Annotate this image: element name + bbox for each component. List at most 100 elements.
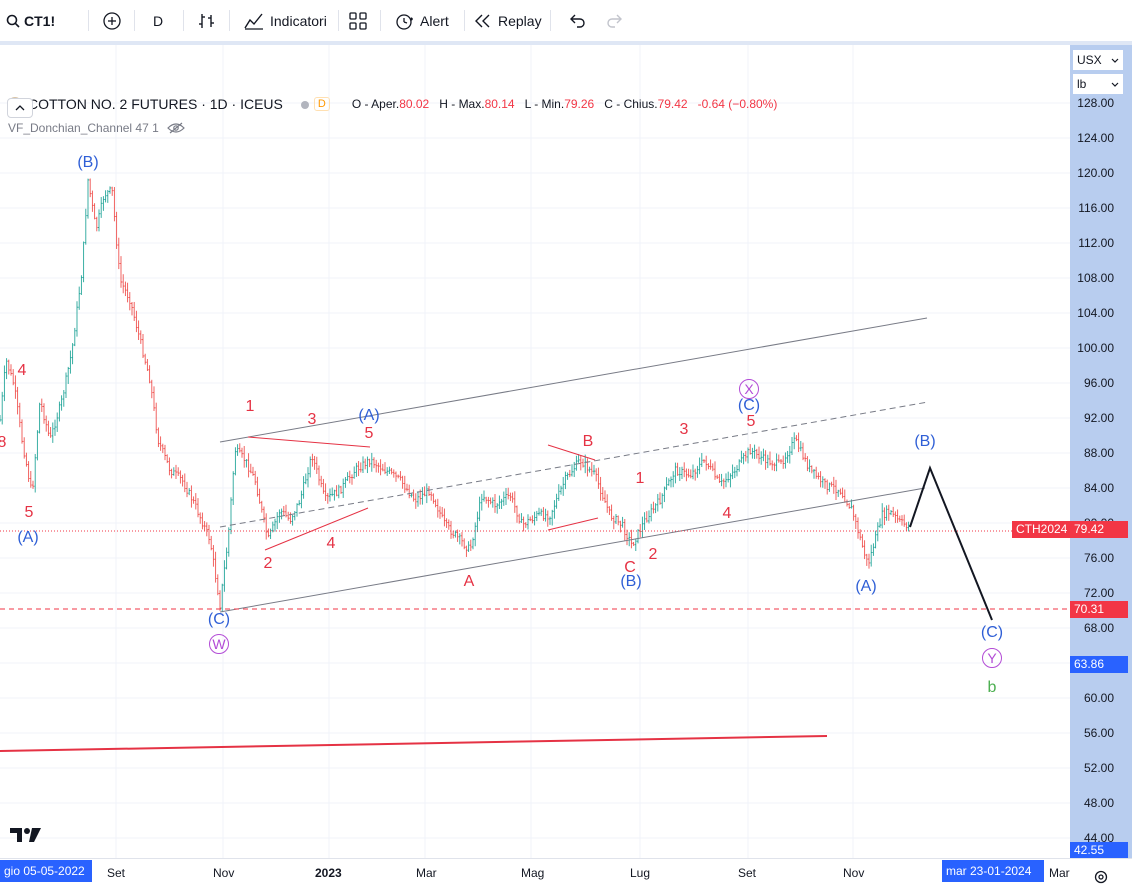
- delayed-badge[interactable]: D: [313, 97, 330, 111]
- currency-select[interactable]: USX: [1073, 50, 1123, 70]
- ohlc-bar: [337, 484, 340, 499]
- ohlc-bar: [126, 282, 129, 303]
- ohlc-bar: [148, 365, 151, 384]
- ohlc-bar: [571, 464, 573, 477]
- ohlc-bar: [716, 474, 719, 480]
- ohlc-bar: [828, 482, 831, 492]
- ohlc-bar: [357, 461, 360, 477]
- top-toolbar: CT1! D Indicatori Alert Replay: [0, 0, 1132, 42]
- indicator-legend[interactable]: VF_Donchian_Channel 47 1: [8, 121, 185, 135]
- ohlc-bar: [736, 465, 738, 477]
- undo-icon: [570, 14, 585, 28]
- collapse-legend-button[interactable]: [7, 98, 33, 118]
- ohlc-bar: [82, 241, 85, 283]
- ohlc-bar: [540, 508, 543, 516]
- price-tick: 44.00: [1083, 831, 1114, 845]
- ohlc-bar: [830, 481, 833, 487]
- alert-button[interactable]: Alert: [394, 0, 449, 41]
- ohlc-bar: [315, 456, 318, 474]
- ohlc-bar: [804, 453, 807, 462]
- open-label: O - Aper.: [351, 97, 400, 111]
- ohlc-bar: [227, 527, 230, 557]
- ohlc-bar: [410, 493, 413, 498]
- redo-button[interactable]: [606, 0, 624, 41]
- indicators-button[interactable]: Indicatori: [244, 0, 327, 41]
- unit-select[interactable]: lb: [1073, 74, 1123, 94]
- price-tick: 96.00: [1083, 376, 1114, 390]
- ohlc-bar: [604, 490, 606, 503]
- ohlc-bar: [34, 454, 37, 493]
- legend-title[interactable]: COTTON NO. 2 FUTURES · 1D · ICEUS: [28, 96, 283, 112]
- ohlc-bar: [799, 440, 802, 452]
- ohlc-bar: [577, 454, 580, 463]
- low-value: 79.26: [564, 97, 595, 111]
- ohlc-bar: [507, 487, 510, 500]
- ohlc-bar: [456, 529, 459, 542]
- undo-button[interactable]: [568, 0, 586, 41]
- ohlc-bar: [674, 462, 677, 484]
- ohlc-bar: [575, 455, 578, 471]
- ohlc-bar: [342, 478, 345, 498]
- price-tick: 112.00: [1078, 236, 1114, 250]
- ohlc-bar: [403, 475, 406, 493]
- ohlc-bar: [219, 590, 221, 611]
- chart-type-button[interactable]: [198, 0, 216, 41]
- wave-label: 1: [245, 398, 255, 415]
- ohlc-bar: [747, 447, 749, 464]
- ohlc-bar: [170, 468, 173, 479]
- ohlc-bar: [542, 507, 545, 521]
- ohlc-bar: [285, 504, 287, 518]
- wave-drawings: [0, 317, 1070, 752]
- price-scale[interactable]: 128.00 124.00 120.00 116.00 112.00 108.00 104.…: [1070, 45, 1132, 858]
- ohlc-bar: [190, 485, 193, 508]
- ohlc-bar: [632, 541, 635, 546]
- indicators-icon: [244, 13, 263, 30]
- ohlc-bar: [500, 498, 503, 509]
- open-value: 80.02: [399, 97, 430, 111]
- ohlc-bar: [238, 443, 241, 453]
- wave-label: (C): [207, 611, 231, 628]
- chart-pane[interactable]: COTTON NO. 2 FUTURES · 1D · ICEUS D O - …: [0, 45, 1070, 858]
- ohlc-bar: [381, 463, 384, 472]
- ohlc-bar: [45, 415, 48, 432]
- ohlc-bar: [546, 510, 549, 527]
- ohlc-bar: [876, 522, 879, 542]
- time-label: Mar: [416, 866, 437, 880]
- ohlc-bar: [692, 464, 694, 480]
- time-scale[interactable]: gio 05-05-2022 Set Nov 2023 Mar Mag Lug …: [0, 858, 1132, 895]
- ohlc-bar: [784, 452, 787, 469]
- ohlc-bar: [661, 493, 664, 509]
- ohlc-bar: [309, 456, 312, 478]
- hidden-eye-icon[interactable]: [166, 122, 185, 134]
- scale-settings-button[interactable]: [1070, 859, 1132, 895]
- tradingview-logo-icon[interactable]: [10, 828, 42, 844]
- ohlc-bar: [38, 402, 41, 434]
- price-tick: 92.00: [1083, 411, 1114, 425]
- ohlc-bar: [113, 187, 116, 222]
- replay-button[interactable]: Replay: [474, 0, 542, 41]
- price-chart[interactable]: [0, 45, 1070, 858]
- wave-label: 4: [17, 362, 27, 379]
- price-tick: 72.00: [1083, 586, 1114, 600]
- ohlc-bar: [898, 515, 901, 522]
- ohlc-bar: [780, 459, 782, 464]
- templates-button[interactable]: [348, 0, 368, 41]
- ohlc-bar: [69, 350, 72, 374]
- ohlc-bar: [861, 534, 864, 548]
- ohlc-bar: [663, 486, 666, 503]
- ohlc-bar: [865, 553, 868, 566]
- ohlc-bar: [509, 492, 512, 502]
- ohlc-bar: [841, 487, 844, 499]
- compare-button[interactable]: [102, 0, 122, 41]
- symbol-search[interactable]: CT1!: [6, 0, 55, 41]
- ohlc-bar: [245, 459, 248, 468]
- ohlc-bar: [786, 450, 789, 463]
- ohlc-bar: [511, 492, 514, 503]
- ohlc-bar: [641, 516, 644, 538]
- interval-button[interactable]: D: [153, 0, 163, 41]
- ohlc-bar: [216, 574, 219, 596]
- ohlc-bar: [480, 493, 483, 511]
- ohlc-bar: [764, 450, 767, 470]
- time-label: Mar: [1049, 866, 1070, 880]
- ohlc-bar: [667, 478, 670, 486]
